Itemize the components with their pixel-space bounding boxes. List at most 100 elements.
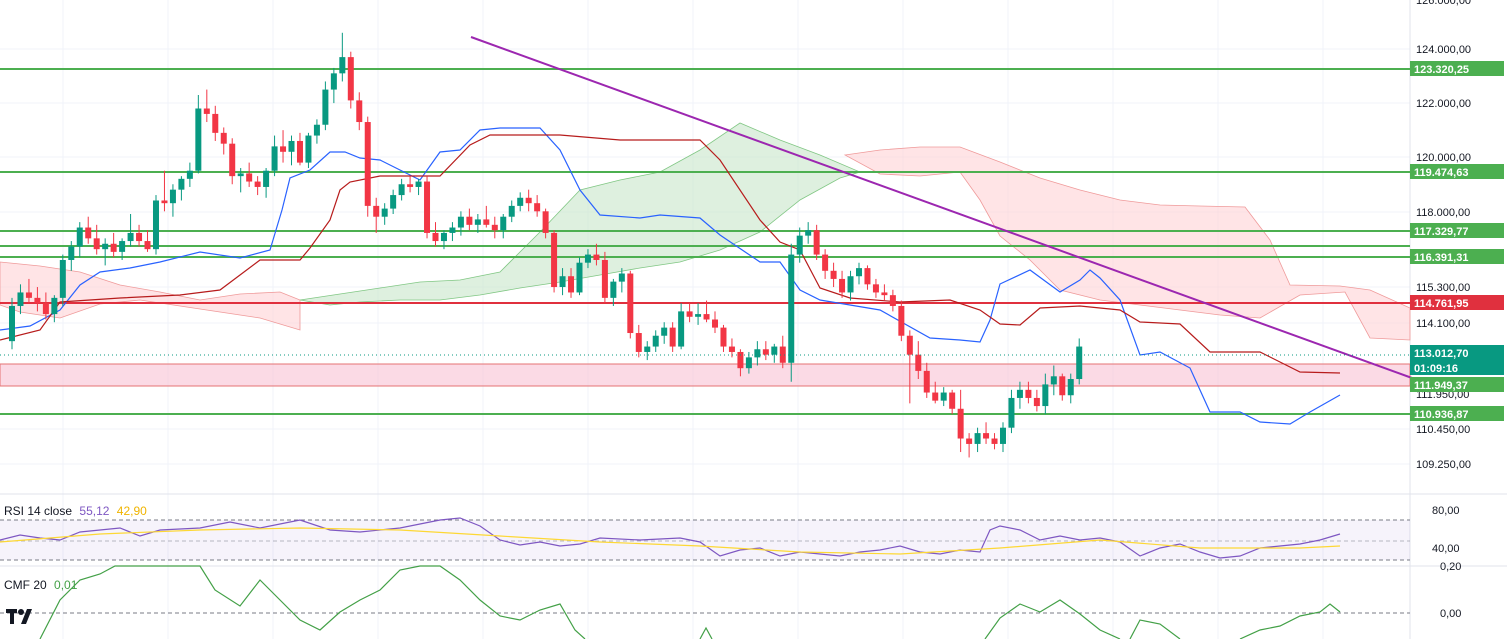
candle-body [551,232,558,288]
price-tag [1410,406,1504,421]
candle-body [966,438,973,444]
candle-body [127,232,134,242]
candle-body [1076,346,1083,380]
candle-body [161,200,168,204]
candle-body [1067,379,1074,396]
candle-body [424,181,431,233]
rsi-lower-label: 40,00 [1432,543,1460,555]
candle-body [152,200,159,250]
candle-body [474,219,481,225]
rsi-legend[interactable]: RSI 14 close 55,12 42,90 [4,504,147,518]
candle-body [195,108,202,171]
axis-tick-label: 120.000,00 [1416,152,1471,164]
candle-body [856,268,862,277]
cmf-title: CMF 20 [4,578,47,592]
cmf-line [1129,619,1181,639]
candle-body [220,132,227,144]
price-tag-label: 114.761,95 [1414,298,1468,310]
cmf-legend[interactable]: CMF 20 0,01 [4,578,77,592]
price-tag [1410,223,1504,238]
rsi-value: 55,12 [79,504,110,518]
candle-body [457,216,464,228]
axis-tick-label: 114.100,00 [1416,318,1470,330]
tradingview-logo[interactable] [5,606,39,626]
candle-body [703,314,710,320]
candle-body [34,297,41,304]
candle-body [110,243,117,252]
cmf-zero-label: 0,00 [1440,608,1461,620]
candle-body [229,143,236,177]
price-tag-label: 110.936,87 [1414,409,1468,421]
candle-body [720,327,727,347]
candle-body [1016,389,1023,398]
candle-body [771,346,778,355]
candle-body [568,276,575,293]
candle-body [983,433,990,439]
price-tags: 123.320,25 119.474,63 117.329,77 116.391,31… [1410,61,1504,421]
candle-body [93,238,100,250]
candle-body [695,314,702,317]
candle-body [500,216,507,231]
candle-body [661,327,668,336]
candle-body [203,108,210,114]
candle-body [940,392,947,401]
rsi-line [0,517,1341,559]
candle-body [813,230,820,255]
candle-body [610,281,617,298]
rsi-title: RSI 14 close [4,504,73,518]
candle-body [779,346,786,363]
price-tag [1410,377,1504,392]
candle-body [1025,389,1032,398]
axis-tick-label: 115.300,00 [1416,282,1470,294]
candle-body [263,170,270,187]
candle-body [415,181,422,187]
candle-body [635,333,642,352]
candle-body [339,57,346,74]
candle-body [999,427,1006,444]
candle-body [271,146,278,171]
trendline[interactable] [470,36,1413,379]
candle-body [542,211,549,233]
cmf-pane [0,565,1410,639]
candle-body [59,259,66,298]
rsi-band [0,520,1410,560]
candle-body [796,235,803,255]
axis-tick-label: 122.000,00 [1416,98,1471,110]
candle-body [678,311,685,347]
candle-body [889,295,896,306]
price-tag [1410,295,1504,310]
candle-body [296,140,303,163]
candle-body [881,292,888,296]
candle-body [178,178,185,190]
price-tag [1410,360,1504,375]
axis-tick-label: 110.450,00 [1416,424,1470,436]
candle-body [68,246,75,260]
candle-body [923,370,930,393]
candle-body [788,254,795,363]
candle-body [712,319,719,328]
candle-body [42,303,49,315]
rsi-pane [0,517,1410,561]
kijun-line [0,134,1341,374]
tenkan-line [0,127,1341,425]
price-tag-label: 119.474,63 [1414,167,1468,179]
candle-body [906,335,913,355]
candle-body [246,173,253,182]
candle-body [254,181,261,187]
candle-body [390,195,397,209]
candle-body [347,57,354,101]
price-tag-label: 123.320,25 [1414,64,1469,76]
candle-body [280,146,287,152]
candle-body [17,292,24,306]
candle-body [381,208,388,217]
candle-body [534,203,541,212]
candle-body [85,227,92,239]
price-axis[interactable]: 124.000,00 122.000,00 120.000,00 118.000,00… [1416,0,1471,620]
candle-body [754,349,761,358]
price-tag-label: 01:09:16 [1414,363,1458,375]
price-tag-label: 113.012,70 [1414,348,1468,360]
cmf-line [1239,603,1341,639]
support-zone [0,363,1411,387]
candle-body [872,284,879,293]
